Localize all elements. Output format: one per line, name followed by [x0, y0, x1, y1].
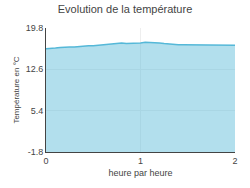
- svg-text:5.4: 5.4: [31, 106, 44, 116]
- svg-text:Evolution de la température: Evolution de la température: [58, 3, 193, 15]
- svg-text:-1.8: -1.8: [28, 147, 44, 157]
- svg-text:0: 0: [43, 156, 48, 166]
- svg-text:1: 1: [138, 156, 143, 166]
- svg-text:12.6: 12.6: [26, 64, 44, 74]
- svg-text:19.8: 19.8: [26, 23, 44, 33]
- svg-text:Température en °C: Température en °C: [12, 56, 21, 123]
- svg-text:heure par heure: heure par heure: [108, 168, 172, 178]
- svg-text:2: 2: [232, 156, 237, 166]
